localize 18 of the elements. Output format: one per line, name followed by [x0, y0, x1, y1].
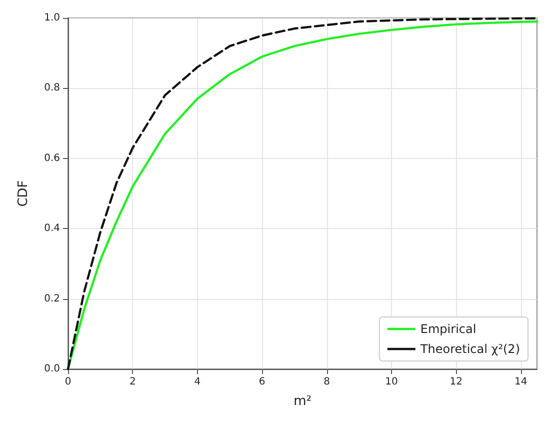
- x-tick-label: 8: [324, 376, 330, 388]
- legend-label: Theoretical χ²(2): [419, 342, 520, 356]
- y-tick-label: 0.6: [44, 152, 60, 164]
- x-tick-label: 4: [194, 376, 201, 388]
- x-tick-label: 10: [385, 376, 398, 388]
- x-tick-label: 0: [64, 376, 72, 388]
- x-tick-label: 2: [130, 376, 136, 388]
- x-tick-label: 12: [450, 376, 463, 388]
- x-axis-title: m²: [294, 394, 312, 409]
- y-tick-label: 0.2: [44, 293, 60, 304]
- y-tick-label: 0.0: [44, 364, 60, 374]
- y-tick-label: 0.8: [44, 82, 60, 94]
- y-tick-label: 1.0: [44, 12, 60, 24]
- x-tick-label: 6: [258, 376, 266, 388]
- x-tick-label: 14: [514, 376, 528, 388]
- y-tick-label: 0.4: [44, 223, 60, 234]
- legend-label: Empirical: [420, 322, 476, 336]
- y-axis-title: CDF: [16, 180, 31, 207]
